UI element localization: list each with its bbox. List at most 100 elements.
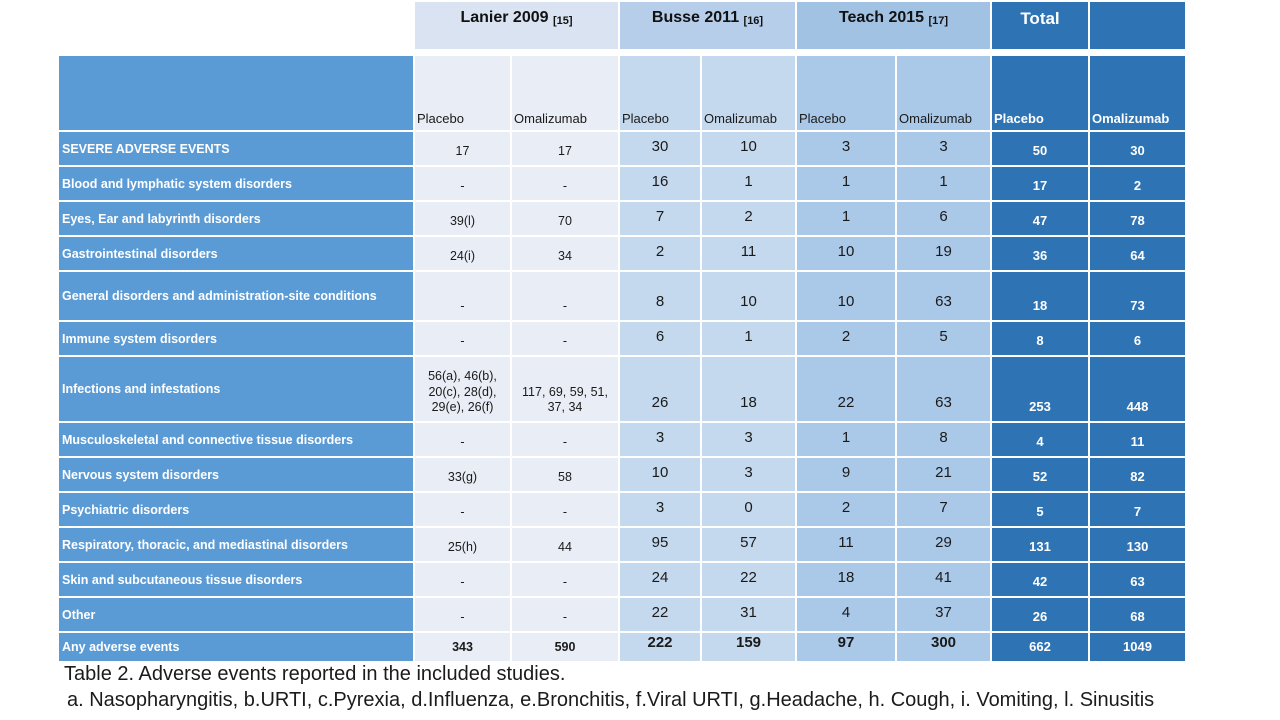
- cell-gastrointestinal-disorders-teach-2015-placebo: 10: [795, 235, 897, 272]
- group-header-total-spacer: [1088, 0, 1187, 56]
- cell-general-disorders-and-administration-site-conditions-lanier-2009-placebo: -: [413, 270, 512, 322]
- row-label: Other: [57, 596, 415, 633]
- table-row-other: Other - -22 31 4 37 26 68: [57, 596, 1187, 633]
- cell-skin-and-subcutaneous-tissue-disorders-lanier-2009-omalizumab: -: [510, 561, 620, 598]
- cell-gastrointestinal-disorders-total-omalizumab: 64: [1088, 235, 1187, 272]
- row-label: Immune system disorders: [57, 320, 415, 357]
- cell-general-disorders-and-administration-site-conditions-lanier-2009-omalizumab: -: [510, 270, 620, 322]
- cell-any-adverse-events-busse-2011-omalizumab: 159: [700, 631, 797, 663]
- subheader-busse-2011-omalizumab: Omalizumab: [700, 51, 797, 132]
- group-name: Busse 2011: [651, 9, 744, 26]
- cell-psychiatric-disorders-total-omalizumab: 7: [1088, 491, 1187, 528]
- cell-psychiatric-disorders-teach-2015-omalizumab: 7: [895, 491, 992, 528]
- cell-nervous-system-disorders-busse-2011-placebo: 10: [618, 456, 702, 493]
- cell-musculoskeletal-and-connective-tissue-disorders-teach-2015-omalizumab: 8: [895, 421, 992, 458]
- group-name: Lanier 2009: [460, 9, 553, 26]
- cell-skin-and-subcutaneous-tissue-disorders-total-omalizumab: 63: [1088, 561, 1187, 598]
- cell-infections-and-infestations-lanier-2009-omalizumab: 117, 69, 59, 51, 37, 34: [510, 355, 620, 423]
- table-row-any-adverse-events: Any adverse events 343 590 222 159 97 300 662 10…: [57, 631, 1187, 663]
- cell-blood-and-lymphatic-system-disorders-lanier-2009-placebo: -: [413, 165, 512, 202]
- arm-header-row: Placebo Omalizumab Placebo Omalizumab Placeb…: [57, 51, 1187, 132]
- subheader-teach-2015-placebo: Placebo: [795, 51, 897, 132]
- group-header-teach-2015: Teach 2015 [17]: [795, 0, 992, 56]
- cell-respiratory-thoracic-and-mediastinal-disorders-total-placebo: 131: [990, 526, 1090, 563]
- cell-nervous-system-disorders-total-omalizumab: 82: [1088, 456, 1187, 493]
- row-label: Infections and infestations: [57, 355, 415, 423]
- cell-severe-adverse-events-lanier-2009-placebo: 17: [413, 130, 512, 167]
- cell-eyes-ear-and-labyrinth-disorders-teach-2015-omalizumab: 6: [895, 200, 992, 237]
- table-row-immune-system-disorders: Immune system disorders - -6 1 2 5 8 6: [57, 320, 1187, 357]
- cell-skin-and-subcutaneous-tissue-disorders-teach-2015-omalizumab: 41: [895, 561, 992, 598]
- row-label-column-header: [57, 51, 415, 132]
- cell-immune-system-disorders-total-omalizumab: 6: [1088, 320, 1187, 357]
- cell-blood-and-lymphatic-system-disorders-busse-2011-omalizumab: 1: [700, 165, 797, 202]
- subheader-lanier-2009-omalizumab: Omalizumab: [510, 51, 620, 132]
- cell-skin-and-subcutaneous-tissue-disorders-busse-2011-placebo: 24: [618, 561, 702, 598]
- cell-immune-system-disorders-total-placebo: 8: [990, 320, 1090, 357]
- row-label: Musculoskeletal and connective tissue di…: [57, 421, 415, 458]
- cell-gastrointestinal-disorders-busse-2011-omalizumab: 11: [700, 235, 797, 272]
- table-row-musculoskeletal-and-connective-tissue-disorders: Musculoskeletal and connective tissue di…: [57, 421, 1187, 458]
- cell-severe-adverse-events-lanier-2009-omalizumab: 17: [510, 130, 620, 167]
- cell-other-teach-2015-omalizumab: 37: [895, 596, 992, 633]
- cell-any-adverse-events-lanier-2009-placebo: 343: [413, 631, 512, 663]
- cell-eyes-ear-and-labyrinth-disorders-total-placebo: 47: [990, 200, 1090, 237]
- cell-immune-system-disorders-busse-2011-omalizumab: 1: [700, 320, 797, 357]
- cell-skin-and-subcutaneous-tissue-disorders-lanier-2009-placebo: -: [413, 561, 512, 598]
- cell-nervous-system-disorders-lanier-2009-omalizumab: 58: [510, 456, 620, 493]
- cell-nervous-system-disorders-teach-2015-placebo: 9: [795, 456, 897, 493]
- cell-any-adverse-events-busse-2011-placebo: 222: [618, 631, 702, 663]
- cell-any-adverse-events-teach-2015-omalizumab: 300: [895, 631, 992, 663]
- cell-nervous-system-disorders-teach-2015-omalizumab: 21: [895, 456, 992, 493]
- cell-general-disorders-and-administration-site-conditions-total-omalizumab: 73: [1088, 270, 1187, 322]
- table-row-skin-and-subcutaneous-tissue-disorders: Skin and subcutaneous tissue disorders - -…: [57, 561, 1187, 598]
- cell-psychiatric-disorders-lanier-2009-placebo: -: [413, 491, 512, 528]
- row-label: Any adverse events: [57, 631, 415, 663]
- cell-musculoskeletal-and-connective-tissue-disorders-total-omalizumab: 11: [1088, 421, 1187, 458]
- cell-infections-and-infestations-total-omalizumab: 448: [1088, 355, 1187, 423]
- row-label: Nervous system disorders: [57, 456, 415, 493]
- citation-ref: [15]: [552, 15, 573, 27]
- table-caption: Table 2. Adverse events reported in the …: [64, 663, 566, 685]
- row-label: Psychiatric disorders: [57, 491, 415, 528]
- cell-infections-and-infestations-lanier-2009-placebo: 56(a), 46(b), 20(c), 28(d), 29(e), 26(f): [413, 355, 512, 423]
- cell-gastrointestinal-disorders-busse-2011-placebo: 2: [618, 235, 702, 272]
- cell-severe-adverse-events-busse-2011-placebo: 30: [618, 130, 702, 167]
- cell-other-teach-2015-placebo: 4: [795, 596, 897, 633]
- cell-other-total-placebo: 26: [990, 596, 1090, 633]
- cell-immune-system-disorders-busse-2011-placebo: 6: [618, 320, 702, 357]
- cell-other-total-omalizumab: 68: [1088, 596, 1187, 633]
- study-group-header-row: Lanier 2009 [15] Busse 2011 [16] Teach 201…: [57, 0, 1187, 56]
- cell-respiratory-thoracic-and-mediastinal-disorders-teach-2015-omalizumab: 29: [895, 526, 992, 563]
- table-body: SEVERE ADVERSE EVENTS 17 17 30 10 3 3 50 30 Blood…: [57, 130, 1187, 663]
- cell-blood-and-lymphatic-system-disorders-teach-2015-placebo: 1: [795, 165, 897, 202]
- cell-eyes-ear-and-labyrinth-disorders-busse-2011-omalizumab: 2: [700, 200, 797, 237]
- cell-respiratory-thoracic-and-mediastinal-disorders-lanier-2009-placebo: 25(h): [413, 526, 512, 563]
- cell-respiratory-thoracic-and-mediastinal-disorders-busse-2011-omalizumab: 57: [700, 526, 797, 563]
- cell-skin-and-subcutaneous-tissue-disorders-busse-2011-omalizumab: 22: [700, 561, 797, 598]
- cell-blood-and-lymphatic-system-disorders-busse-2011-placebo: 16: [618, 165, 702, 202]
- row-label: Eyes, Ear and labyrinth disorders: [57, 200, 415, 237]
- cell-blood-and-lymphatic-system-disorders-lanier-2009-omalizumab: -: [510, 165, 620, 202]
- cell-severe-adverse-events-teach-2015-placebo: 3: [795, 130, 897, 167]
- cell-respiratory-thoracic-and-mediastinal-disorders-lanier-2009-omalizumab: 44: [510, 526, 620, 563]
- cell-general-disorders-and-administration-site-conditions-teach-2015-placebo: 10: [795, 270, 897, 322]
- cell-musculoskeletal-and-connective-tissue-disorders-busse-2011-omalizumab: 3: [700, 421, 797, 458]
- group-header-lanier-2009: Lanier 2009 [15]: [413, 0, 620, 56]
- cell-respiratory-thoracic-and-mediastinal-disorders-total-omalizumab: 130: [1088, 526, 1187, 563]
- cell-nervous-system-disorders-lanier-2009-placebo: 33(g): [413, 456, 512, 493]
- group-header-busse-2011: Busse 2011 [16]: [618, 0, 797, 56]
- cell-eyes-ear-and-labyrinth-disorders-teach-2015-placebo: 1: [795, 200, 897, 237]
- cell-infections-and-infestations-busse-2011-omalizumab: 18: [700, 355, 797, 423]
- cell-psychiatric-disorders-total-placebo: 5: [990, 491, 1090, 528]
- subheader-lanier-2009-placebo: Placebo: [413, 51, 512, 132]
- table-row-respiratory-thoracic-and-mediastinal-disorders: Respiratory, thoracic, and mediastinal d…: [57, 526, 1187, 563]
- cell-eyes-ear-and-labyrinth-disorders-busse-2011-placebo: 7: [618, 200, 702, 237]
- cell-musculoskeletal-and-connective-tissue-disorders-busse-2011-placebo: 3: [618, 421, 702, 458]
- cell-severe-adverse-events-total-omalizumab: 30: [1088, 130, 1187, 167]
- table-footnote: a. Nasopharyngitis, b.URTI, c.Pyrexia, d…: [67, 689, 1155, 711]
- table-row-psychiatric-disorders: Psychiatric disorders - -3 0 2 7 5 7: [57, 491, 1187, 528]
- cell-blood-and-lymphatic-system-disorders-total-placebo: 17: [990, 165, 1090, 202]
- row-label: Skin and subcutaneous tissue disorders: [57, 561, 415, 598]
